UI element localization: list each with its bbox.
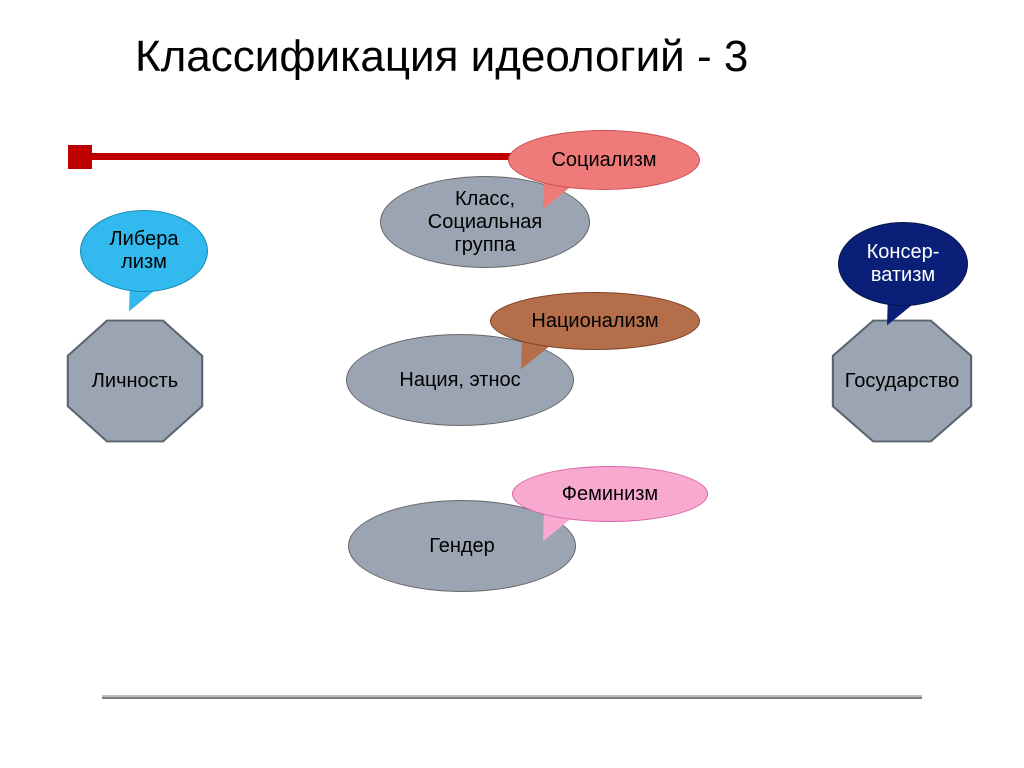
- callout-socialism: Социализм: [508, 130, 700, 190]
- gender-label: Гендер: [429, 535, 495, 558]
- callout-bubble: Консер-ватизм: [838, 222, 968, 306]
- nation-label: Нация, этнос: [399, 369, 520, 392]
- feminism-label: Феминизм: [562, 483, 658, 506]
- bottom-rule-shadow: [102, 697, 922, 699]
- callout-bubble: Национализм: [490, 292, 700, 350]
- personality-label: Личность: [92, 370, 178, 393]
- class-label: Класс,Социальнаягруппа: [428, 188, 542, 257]
- callout-bubble: Социализм: [508, 130, 700, 190]
- callout-bubble: Либерализм: [80, 210, 208, 292]
- conservatism-label: Консер-ватизм: [867, 241, 940, 287]
- nationalism-label: Национализм: [531, 310, 658, 333]
- state-label: Государство: [845, 370, 960, 393]
- callout-conservatism: Консер-ватизм: [838, 222, 968, 306]
- rule-square: [68, 145, 92, 169]
- callout-feminism: Феминизм: [512, 466, 708, 522]
- octagon-state: Государство: [830, 318, 974, 444]
- callout-liberalism: Либерализм: [80, 210, 208, 292]
- callout-bubble: Феминизм: [512, 466, 708, 522]
- socialism-label: Социализм: [551, 149, 656, 172]
- slide-title: Классификация идеологий - 3: [135, 32, 748, 82]
- liberalism-label: Либерализм: [110, 228, 179, 274]
- callout-nationalism: Национализм: [490, 292, 700, 350]
- octagon-personality: Личность: [65, 318, 205, 444]
